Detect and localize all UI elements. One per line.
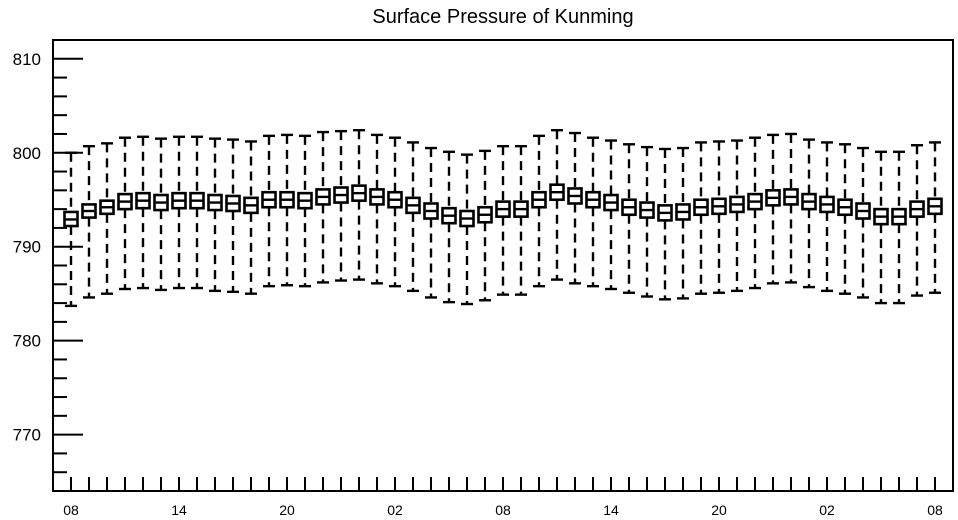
box-plot <box>423 146 439 299</box>
box-plot <box>477 149 493 302</box>
box-plot <box>657 147 673 301</box>
x-tick-label: 14 <box>171 502 187 518</box>
box-plot <box>171 135 187 290</box>
box-plot <box>531 134 547 288</box>
box-plot <box>369 133 385 285</box>
box-plot <box>63 151 79 308</box>
box-plot <box>99 142 115 295</box>
box-plot <box>189 135 205 290</box>
box-plot <box>819 141 835 293</box>
box-series <box>63 128 943 308</box>
box-plot <box>783 132 799 284</box>
box-plot <box>801 138 817 289</box>
box-plot <box>747 136 763 290</box>
y-tick-label: 800 <box>13 144 41 163</box>
box-plot <box>675 146 691 300</box>
y-axis: 770 780 790 800 810 <box>13 39 83 492</box>
box-plot <box>855 146 871 299</box>
box-plot <box>927 141 943 294</box>
box-plot <box>387 136 403 288</box>
x-tick-label: 20 <box>279 502 295 518</box>
x-tick-label: 08 <box>927 502 943 518</box>
box-plot <box>837 143 853 295</box>
box-plot <box>891 150 907 305</box>
box-plot <box>603 139 619 291</box>
y-tick-label: 790 <box>13 238 41 257</box>
box-plot <box>207 137 223 293</box>
box-plot <box>873 150 889 305</box>
box-plot <box>135 135 151 290</box>
box-plot <box>765 133 781 285</box>
x-tick-label: 02 <box>819 502 835 518</box>
x-tick-label: 20 <box>711 502 727 518</box>
y-tick-label: 770 <box>13 426 41 445</box>
box-plot <box>117 136 133 291</box>
box-plot <box>639 145 655 298</box>
x-tick-label: 14 <box>603 502 619 518</box>
box-plot <box>729 139 745 293</box>
box-plot <box>243 140 259 295</box>
box-plot <box>297 134 313 288</box>
x-tick-label: 02 <box>387 502 403 518</box>
box-plot <box>621 143 637 294</box>
box-plot <box>405 141 421 293</box>
y-tick-label: 780 <box>13 332 41 351</box>
box-plot <box>225 138 241 294</box>
box-plot <box>495 144 511 296</box>
box-plot <box>333 129 349 282</box>
box-plot <box>585 136 601 288</box>
box-plot <box>315 130 331 284</box>
y-tick-label: 810 <box>13 50 41 69</box>
box-plot <box>567 131 583 285</box>
box-plot <box>261 134 277 288</box>
box-plot <box>441 150 457 304</box>
x-tick-label: 08 <box>495 502 511 518</box>
box-plot <box>81 144 97 299</box>
x-axis: 08 14 20 02 08 14 20 02 08 <box>63 477 943 518</box>
box-plot <box>693 141 709 295</box>
box-plot <box>279 133 295 287</box>
box-plot <box>513 144 529 296</box>
box-plot <box>711 140 727 294</box>
box-plot <box>459 153 475 306</box>
chart-title: Surface Pressure of Kunming <box>372 6 633 28</box>
box-plot <box>351 128 367 281</box>
box-plot <box>909 144 925 297</box>
box-plot <box>549 128 565 281</box>
box-plot <box>153 137 169 292</box>
x-tick-label: 08 <box>63 502 79 518</box>
